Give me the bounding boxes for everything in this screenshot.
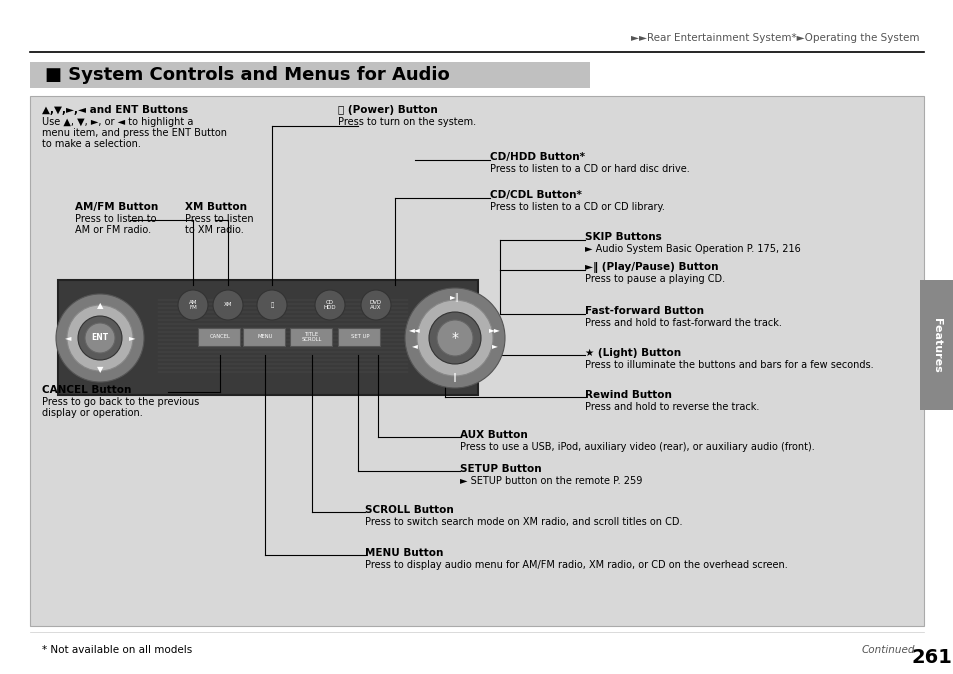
Text: ►►: ►►	[489, 326, 500, 334]
Text: ► Audio System Basic Operation P. 175, 216: ► Audio System Basic Operation P. 175, 2…	[584, 244, 800, 254]
Text: ⏻ (Power) Button: ⏻ (Power) Button	[337, 105, 437, 115]
Text: AM/FM Button: AM/FM Button	[75, 202, 158, 212]
Text: SET UP: SET UP	[351, 334, 369, 340]
Bar	[337, 328, 379, 346]
Circle shape	[67, 305, 132, 371]
Text: CANCEL: CANCEL	[210, 334, 231, 340]
Text: Press to listen to: Press to listen to	[75, 214, 156, 224]
Text: ‖: ‖	[453, 373, 456, 383]
Circle shape	[314, 290, 345, 320]
Circle shape	[178, 290, 208, 320]
Text: ◄◄: ◄◄	[409, 326, 420, 334]
Text: ►‖ (Play/Pause) Button: ►‖ (Play/Pause) Button	[584, 262, 718, 273]
Circle shape	[429, 312, 480, 364]
Bar	[243, 328, 285, 346]
Circle shape	[56, 294, 144, 382]
Circle shape	[360, 290, 391, 320]
Text: ► SETUP button on the remote P. 259: ► SETUP button on the remote P. 259	[459, 476, 641, 486]
Text: Press to go back to the previous: Press to go back to the previous	[42, 397, 199, 407]
Text: Press to turn on the system.: Press to turn on the system.	[337, 117, 476, 127]
Text: ENT: ENT	[91, 334, 109, 342]
Text: ▲,▼,►,◄ and ENT Buttons: ▲,▼,►,◄ and ENT Buttons	[42, 105, 188, 115]
Text: to make a selection.: to make a selection.	[42, 139, 141, 149]
Bar	[30, 62, 589, 88]
Circle shape	[436, 320, 473, 356]
Text: *: *	[451, 331, 458, 345]
Circle shape	[416, 300, 493, 376]
Text: ►►Rear Entertainment System*►Operating the System: ►►Rear Entertainment System*►Operating t…	[631, 33, 919, 43]
Text: AM or FM radio.: AM or FM radio.	[75, 225, 151, 235]
Text: Press to switch search mode on XM radio, and scroll titles on CD.: Press to switch search mode on XM radio,…	[365, 517, 681, 527]
Text: ◄: ◄	[412, 342, 417, 350]
Text: to XM radio.: to XM radio.	[185, 225, 244, 235]
Text: CD/CDL Button*: CD/CDL Button*	[490, 190, 581, 200]
Text: menu item, and press the ENT Button: menu item, and press the ENT Button	[42, 128, 227, 138]
Text: XM Button: XM Button	[185, 202, 247, 212]
Text: Rewind Button: Rewind Button	[584, 390, 671, 400]
Text: 261: 261	[911, 648, 952, 667]
Text: DVD
AUX: DVD AUX	[370, 300, 381, 310]
Bar	[919, 280, 953, 410]
Text: * Not available on all models: * Not available on all models	[42, 645, 193, 655]
Text: MENU Button: MENU Button	[365, 548, 443, 558]
Circle shape	[78, 316, 122, 360]
Text: CD/HDD Button*: CD/HDD Button*	[490, 152, 584, 162]
Text: ★ (Light) Button: ★ (Light) Button	[584, 348, 680, 358]
Text: ►: ►	[129, 334, 135, 342]
Text: Features: Features	[931, 317, 941, 372]
Text: AM
FM: AM FM	[189, 300, 197, 310]
Text: Press to listen to a CD or CD library.: Press to listen to a CD or CD library.	[490, 202, 664, 212]
Circle shape	[405, 288, 504, 388]
Text: XM: XM	[224, 303, 232, 307]
Text: Press to use a USB, iPod, auxiliary video (rear), or auxiliary audio (front).: Press to use a USB, iPod, auxiliary vide…	[459, 442, 814, 452]
Text: ⏻: ⏻	[270, 302, 274, 308]
Text: Press to illuminate the buttons and bars for a few seconds.: Press to illuminate the buttons and bars…	[584, 360, 873, 370]
Text: MENU: MENU	[257, 334, 273, 340]
Bar	[58, 280, 477, 395]
Circle shape	[85, 323, 115, 353]
Text: Press to listen to a CD or hard disc drive.: Press to listen to a CD or hard disc dri…	[490, 164, 689, 174]
Text: ►‖: ►‖	[450, 293, 459, 303]
Text: Fast-forward Button: Fast-forward Button	[584, 306, 703, 316]
Text: SETUP Button: SETUP Button	[459, 464, 541, 474]
Bar	[198, 328, 240, 346]
Circle shape	[256, 290, 287, 320]
Text: CD
HDD: CD HDD	[323, 300, 336, 310]
Text: Press to display audio menu for AM/FM radio, XM radio, or CD on the overhead scr: Press to display audio menu for AM/FM ra…	[365, 560, 787, 570]
Text: Press to pause a playing CD.: Press to pause a playing CD.	[584, 274, 724, 284]
Text: display or operation.: display or operation.	[42, 408, 143, 418]
Text: ■ System Controls and Menus for Audio: ■ System Controls and Menus for Audio	[45, 66, 449, 84]
Text: ▼: ▼	[96, 365, 103, 375]
Text: ◄: ◄	[65, 334, 71, 342]
Text: Use ▲, ▼, ►, or ◄ to highlight a: Use ▲, ▼, ►, or ◄ to highlight a	[42, 117, 193, 127]
Text: SKIP Buttons: SKIP Buttons	[584, 232, 661, 242]
Text: Press to listen: Press to listen	[185, 214, 253, 224]
Text: SCROLL Button: SCROLL Button	[365, 505, 454, 515]
Circle shape	[213, 290, 243, 320]
Text: ▲: ▲	[96, 301, 103, 311]
Text: CANCEL Button: CANCEL Button	[42, 385, 132, 395]
Bar	[30, 96, 923, 626]
Text: TITLE
SCROLL: TITLE SCROLL	[301, 332, 322, 342]
Text: AUX Button: AUX Button	[459, 430, 527, 440]
Text: Press and hold to reverse the track.: Press and hold to reverse the track.	[584, 402, 759, 412]
Text: Continued: Continued	[862, 645, 915, 655]
Text: ►: ►	[492, 342, 497, 350]
Text: Press and hold to fast-forward the track.: Press and hold to fast-forward the track…	[584, 318, 781, 328]
Bar	[290, 328, 332, 346]
